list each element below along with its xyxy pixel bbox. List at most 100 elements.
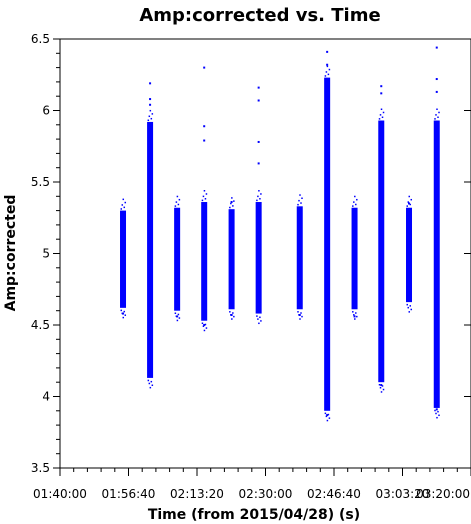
data-point-outlier — [176, 315, 179, 318]
data-point — [122, 316, 125, 319]
x-tick-label: 02:46:40 — [307, 487, 361, 501]
data-point-outlier — [326, 414, 329, 417]
x-tick-label: 03:20:00 — [416, 487, 470, 501]
data-point — [258, 190, 260, 192]
data-scan — [351, 207, 358, 310]
data-point-outlier — [149, 98, 152, 101]
data-point — [178, 317, 181, 319]
data-point — [406, 303, 409, 306]
data-point — [352, 311, 354, 313]
data-point — [299, 194, 301, 196]
data-scan — [433, 120, 440, 408]
data-point — [204, 323, 207, 326]
data-point — [257, 195, 259, 198]
data-point — [204, 198, 207, 200]
data-point — [148, 382, 151, 385]
data-point — [381, 385, 384, 387]
data-point — [201, 322, 204, 325]
data-point — [297, 311, 299, 313]
y-tick-label: 6.5 — [31, 32, 50, 46]
data-scan — [406, 207, 413, 303]
data-point — [260, 320, 262, 322]
data-point — [176, 319, 179, 322]
data-point — [407, 201, 410, 203]
y-axis: 3.5 4 4.5 5 5.5 6 6.5 — [31, 32, 471, 475]
data-point — [437, 410, 439, 413]
y-tick-label: 4.5 — [31, 318, 50, 332]
data-point-outlier — [257, 140, 260, 143]
data-point — [123, 206, 126, 209]
data-point — [354, 195, 356, 198]
data-point — [435, 412, 437, 415]
data-point — [233, 200, 235, 202]
data-point — [174, 312, 177, 314]
data-point-outlier — [257, 162, 260, 165]
data-point — [256, 315, 258, 317]
data-point — [229, 206, 231, 209]
data-point — [409, 305, 412, 307]
x-tick-label: 01:40:00 — [33, 487, 87, 501]
data-point — [178, 198, 181, 201]
data-point — [120, 208, 123, 210]
data-point-outlier — [380, 384, 383, 387]
data-point — [202, 195, 205, 198]
data-point — [299, 318, 301, 320]
data-point — [356, 198, 358, 201]
data-point — [410, 198, 413, 201]
data-point — [300, 202, 302, 204]
y-tick-label: 3.5 — [31, 461, 50, 475]
data-scan — [255, 202, 262, 314]
data-point — [202, 325, 205, 328]
series-layer — [120, 46, 440, 422]
data-point — [123, 310, 126, 313]
data-point — [353, 314, 355, 316]
y-tick-label: 5.5 — [31, 175, 50, 189]
data-point — [231, 197, 233, 199]
data-point — [326, 419, 329, 422]
x-tick-label: 03:03:20 — [376, 487, 430, 501]
data-point-outlier — [257, 86, 260, 89]
data-point-outlier — [435, 408, 438, 411]
data-point-outlier — [230, 201, 233, 204]
data-scan — [324, 77, 331, 411]
x-axis-title: Time (from 2015/04/28) (s) — [148, 507, 360, 523]
y-tick-label: 5 — [42, 247, 50, 261]
data-point — [258, 322, 260, 325]
x-tick-label: 02:13:20 — [170, 487, 224, 501]
data-point-outlier — [203, 139, 206, 142]
data-point — [356, 315, 358, 318]
data-point — [434, 118, 436, 120]
data-point — [408, 311, 411, 313]
data-point — [352, 205, 354, 207]
data-point — [379, 114, 382, 116]
data-point-outlier — [408, 202, 411, 205]
data-point — [378, 118, 381, 120]
data-point — [231, 318, 233, 320]
data-point — [325, 71, 328, 73]
data-point-outlier — [257, 99, 260, 102]
data-point — [324, 75, 327, 77]
data-point — [382, 111, 385, 114]
data-point — [380, 391, 383, 393]
data-point — [229, 311, 231, 313]
data-point-outlier — [353, 315, 356, 318]
data-scan — [228, 209, 235, 310]
data-point-outlier — [203, 66, 206, 69]
data-point-outlier — [203, 324, 206, 326]
data-scan — [147, 121, 154, 378]
data-point-outlier — [149, 82, 152, 85]
data-point-outlier — [149, 103, 152, 106]
data-point — [355, 203, 357, 206]
data-point — [147, 379, 150, 382]
y-tick-label: 6 — [42, 104, 50, 118]
data-point — [328, 68, 331, 71]
data-point — [354, 318, 356, 320]
data-point — [176, 195, 179, 198]
data-point-outlier — [326, 63, 329, 66]
data-point — [355, 312, 357, 314]
data-point — [259, 316, 261, 319]
data-point — [149, 109, 152, 112]
data-point — [409, 203, 412, 206]
data-point — [259, 198, 261, 200]
